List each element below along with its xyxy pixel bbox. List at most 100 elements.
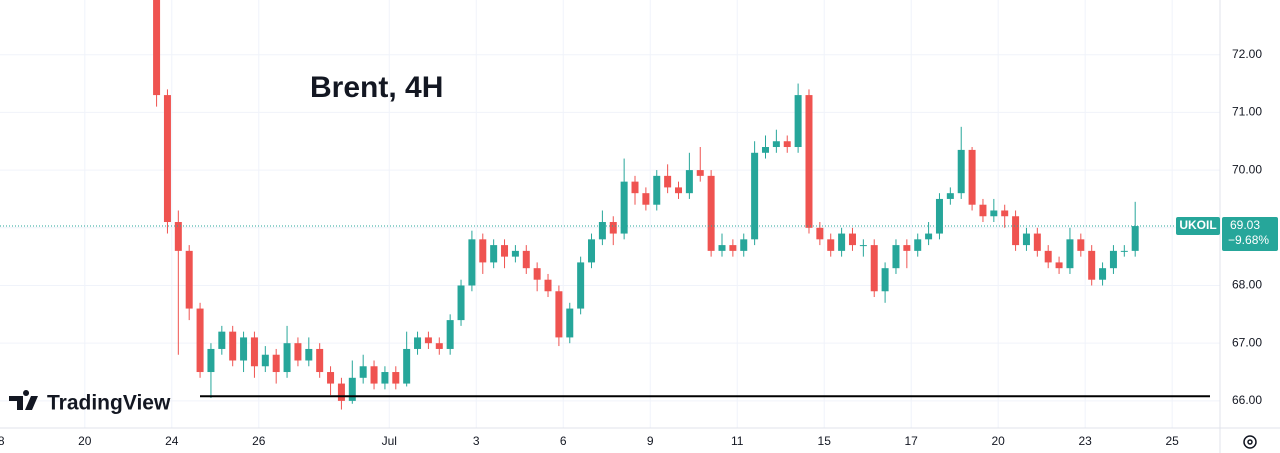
candle-body [979, 204, 987, 217]
candle-body [414, 337, 422, 349]
candle-body [1022, 233, 1030, 246]
x-tick-label: 15 [818, 434, 832, 448]
candle-body [1033, 233, 1041, 251]
candle-body [664, 175, 672, 188]
candle-body [892, 245, 900, 269]
candle-body [729, 245, 737, 251]
candle-body [827, 239, 835, 251]
candle-body [511, 250, 519, 257]
candle-body [392, 372, 400, 384]
candle-body [501, 245, 509, 257]
plot [0, 0, 1220, 428]
candle-body [685, 170, 693, 194]
y-tick-label: 68.00 [1232, 278, 1262, 292]
candle-body [609, 222, 617, 234]
candle-body [675, 187, 683, 194]
candle-body [544, 279, 552, 292]
watermark: TradingView [9, 390, 171, 415]
x-tick-label: 3 [473, 434, 480, 448]
candle-body [490, 245, 498, 263]
candle-body [588, 239, 596, 263]
candle-body [881, 268, 889, 292]
candle-body [848, 233, 856, 246]
candle-body [718, 245, 726, 251]
y-tick-label: 66.00 [1232, 393, 1262, 407]
candle-body [446, 320, 454, 349]
x-tick-label: 18 [0, 434, 5, 448]
candle-body [566, 308, 574, 338]
candle-body [261, 354, 269, 367]
symbol-label: UKOIL [1179, 218, 1216, 232]
candle-body [816, 227, 824, 240]
settings-icon[interactable] [1243, 435, 1257, 449]
candle-body [272, 354, 280, 373]
candle-body [381, 372, 389, 384]
x-tick-label: 26 [252, 434, 266, 448]
candle-body [403, 348, 411, 384]
candle-body [740, 239, 748, 251]
last-price-label: 69.03 [1230, 218, 1260, 232]
candle-body [1131, 226, 1139, 251]
watermark-logo [9, 390, 38, 410]
candle-body [522, 250, 530, 269]
candle-body [946, 193, 954, 199]
candle-body [805, 95, 813, 228]
candle-body [283, 343, 291, 373]
candle-body [294, 343, 302, 361]
candle-body [1001, 210, 1009, 217]
x-tick-label: Jul [382, 434, 397, 448]
candle-body [370, 366, 378, 384]
candle-body [1099, 268, 1107, 280]
x-tick-label: 17 [905, 434, 919, 448]
price-badge [1222, 217, 1278, 252]
candle-body [479, 239, 487, 263]
y-tick-label: 67.00 [1232, 335, 1262, 349]
x-tick-label: 9 [647, 434, 654, 448]
change-label: −9.68% [1228, 233, 1269, 247]
x-tick-label: 23 [1078, 434, 1092, 448]
candle-body [794, 95, 802, 148]
candle-body [163, 95, 171, 223]
x-tick-label: 25 [1165, 434, 1179, 448]
candle-body [435, 343, 443, 349]
candle-body [207, 348, 215, 373]
candle-body [424, 337, 432, 344]
candle-body [990, 210, 998, 217]
candle-body [925, 233, 933, 240]
candle-body [1088, 250, 1096, 280]
candle-body [1066, 239, 1074, 269]
gear-hub[interactable] [1247, 439, 1253, 445]
candle-body [838, 233, 846, 251]
candle-body [631, 181, 639, 194]
candle-body [457, 285, 465, 321]
candle-body [598, 222, 606, 240]
candle-body [218, 331, 226, 349]
candle-body [772, 141, 780, 148]
gear[interactable] [1243, 435, 1257, 449]
symbol-badge [1176, 217, 1220, 236]
candle-body [153, 0, 161, 96]
y-tick-label: 73.00 [1232, 0, 1262, 3]
x-tick-label: 20 [992, 434, 1006, 448]
candle-body [337, 383, 345, 401]
candle-body [555, 291, 563, 338]
candle-body [653, 175, 661, 205]
candle-body [305, 348, 313, 361]
candle-body [196, 308, 204, 373]
candle-body [620, 181, 628, 234]
candle-body [935, 198, 943, 234]
candle-body [327, 372, 335, 384]
chart-title: Brent, 4H [310, 71, 443, 104]
candle-body [914, 239, 922, 251]
candle-body [1012, 216, 1020, 246]
candle-body [348, 377, 356, 401]
candle-body [229, 331, 237, 361]
candle-body [1120, 250, 1128, 252]
candle-body [174, 222, 182, 251]
x-tick-label: 24 [165, 434, 179, 448]
candle-body [761, 147, 769, 153]
candle-body [642, 193, 650, 205]
candle-body [903, 245, 911, 251]
candle-body [468, 239, 476, 286]
